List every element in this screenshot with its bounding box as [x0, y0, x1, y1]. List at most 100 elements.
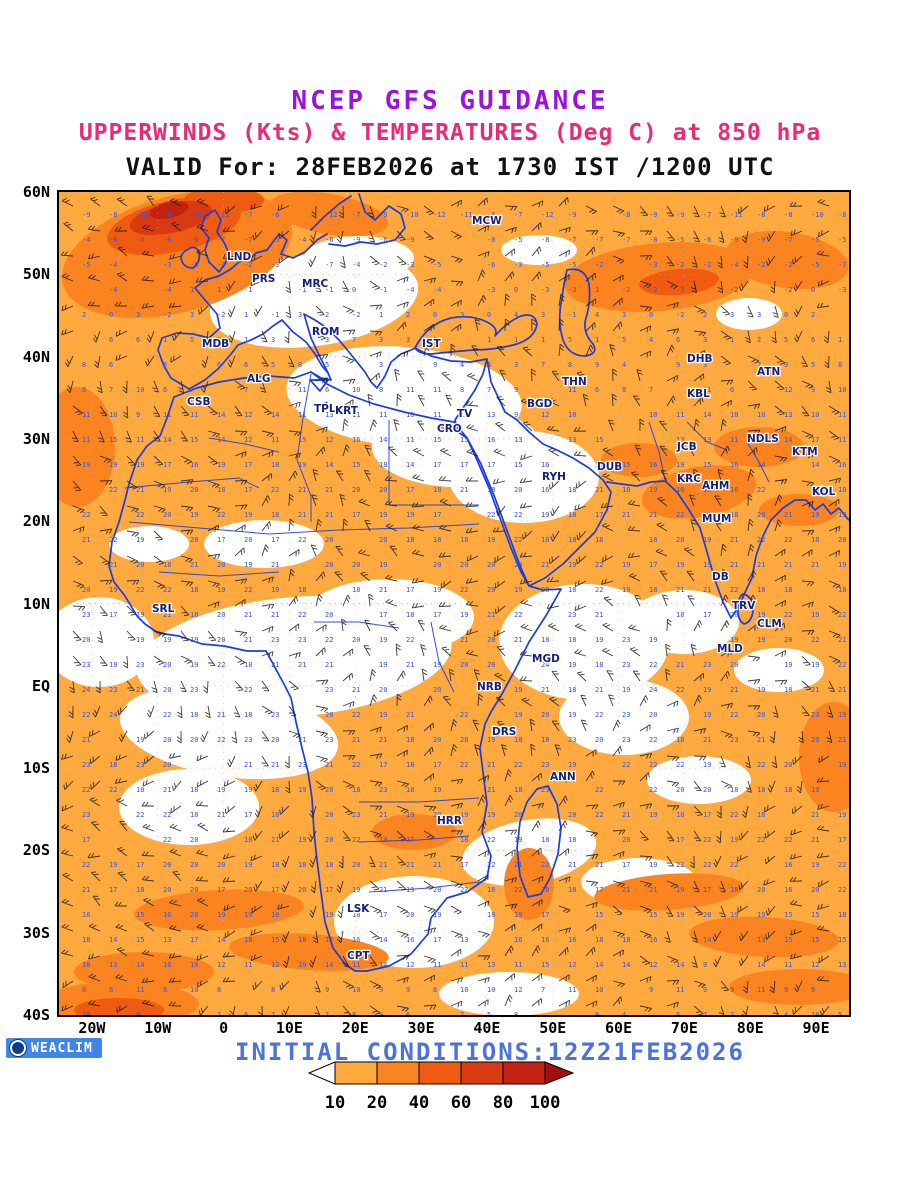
station-label: HRR [437, 815, 462, 827]
svg-text:21: 21 [730, 561, 738, 569]
svg-text:-7: -7 [595, 236, 603, 244]
svg-text:11: 11 [352, 411, 360, 419]
svg-text:13: 13 [838, 961, 846, 969]
svg-text:20: 20 [325, 711, 333, 719]
svg-text:19: 19 [487, 736, 495, 744]
svg-text:12: 12 [406, 961, 414, 969]
station-label: THN [562, 376, 587, 388]
svg-text:21: 21 [244, 636, 252, 644]
svg-text:11: 11 [514, 961, 522, 969]
svg-text:12: 12 [649, 961, 657, 969]
svg-text:9: 9 [379, 986, 383, 994]
svg-text:19: 19 [379, 511, 387, 519]
svg-text:15: 15 [514, 461, 522, 469]
svg-text:3: 3 [298, 311, 302, 319]
svg-text:23: 23 [82, 611, 90, 619]
svg-text:3: 3 [703, 361, 707, 369]
svg-text:21: 21 [136, 486, 144, 494]
svg-text:8: 8 [271, 986, 275, 994]
svg-text:7: 7 [541, 361, 545, 369]
svg-text:18: 18 [460, 536, 468, 544]
svg-text:-4: -4 [109, 286, 117, 294]
svg-text:20: 20 [811, 886, 819, 894]
svg-text:22: 22 [649, 786, 657, 794]
svg-text:18: 18 [433, 536, 441, 544]
svg-text:14: 14 [784, 436, 792, 444]
svg-text:19: 19 [217, 786, 225, 794]
svg-text:3: 3 [379, 336, 383, 344]
svg-text:14: 14 [595, 461, 603, 469]
svg-text:-7: -7 [838, 261, 846, 269]
svg-text:19: 19 [784, 661, 792, 669]
svg-text:-5: -5 [811, 261, 819, 269]
svg-text:18: 18 [190, 786, 198, 794]
svg-text:20: 20 [217, 611, 225, 619]
svg-text:23: 23 [622, 661, 630, 669]
svg-text:17: 17 [676, 836, 684, 844]
svg-text:8: 8 [568, 361, 572, 369]
svg-text:14: 14 [622, 961, 630, 969]
svg-text:21: 21 [244, 611, 252, 619]
station-label: CLM [757, 618, 782, 630]
svg-text:13: 13 [163, 936, 171, 944]
svg-text:9: 9 [649, 986, 653, 994]
svg-text:21: 21 [406, 861, 414, 869]
svg-text:19: 19 [514, 586, 522, 594]
svg-text:18: 18 [244, 936, 252, 944]
svg-text:10: 10 [190, 961, 198, 969]
svg-text:18: 18 [244, 836, 252, 844]
svg-text:19: 19 [703, 761, 711, 769]
svg-text:13: 13 [784, 411, 792, 419]
svg-text:19: 19 [82, 461, 90, 469]
svg-text:7: 7 [190, 386, 194, 394]
svg-text:11: 11 [838, 411, 846, 419]
svg-text:18: 18 [325, 861, 333, 869]
svg-text:18: 18 [190, 586, 198, 594]
svg-text:14: 14 [811, 461, 819, 469]
svg-text:-6: -6 [487, 261, 495, 269]
svg-text:20: 20 [595, 736, 603, 744]
svg-text:18: 18 [595, 661, 603, 669]
svg-text:-9: -9 [82, 211, 90, 219]
svg-text:2: 2 [811, 311, 815, 319]
svg-text:11: 11 [460, 961, 468, 969]
svg-text:13: 13 [568, 436, 576, 444]
svg-text:8: 8 [514, 1011, 518, 1015]
svg-text:3: 3 [757, 311, 761, 319]
svg-text:20: 20 [487, 586, 495, 594]
svg-text:20: 20 [163, 736, 171, 744]
station-label: CSB [187, 396, 210, 408]
svg-text:10: 10 [352, 986, 360, 994]
svg-text:-6: -6 [190, 236, 198, 244]
svg-text:11: 11 [568, 986, 576, 994]
svg-text:22: 22 [514, 511, 522, 519]
svg-text:17: 17 [190, 936, 198, 944]
svg-text:20: 20 [730, 611, 738, 619]
svg-text:22: 22 [217, 661, 225, 669]
svg-text:10: 10 [82, 961, 90, 969]
svg-text:18: 18 [136, 786, 144, 794]
svg-text:14: 14 [271, 411, 279, 419]
svg-text:19: 19 [649, 486, 657, 494]
svg-text:10: 10 [136, 386, 144, 394]
svg-text:23: 23 [325, 686, 333, 694]
svg-text:19: 19 [757, 611, 765, 619]
svg-text:-1: -1 [325, 286, 333, 294]
svg-text:17: 17 [433, 936, 441, 944]
svg-text:21: 21 [379, 886, 387, 894]
map-frame: -9 -8 -11 -8 -10 -11 -7 -6 -12 -7 -9 -10 -12 -11 -8 -7-… [57, 190, 851, 1017]
svg-text:18: 18 [676, 611, 684, 619]
svg-text:8: 8 [82, 386, 86, 394]
svg-text:10: 10 [811, 1011, 819, 1015]
lon-tick-label: 20E [341, 1019, 369, 1037]
svg-text:11: 11 [298, 411, 306, 419]
svg-text:11: 11 [406, 386, 414, 394]
svg-text:6: 6 [109, 336, 113, 344]
svg-text:21: 21 [109, 561, 117, 569]
svg-text:18: 18 [730, 511, 738, 519]
legend-tick-label: 20 [367, 1093, 387, 1113]
station-label: MLD [717, 643, 743, 655]
svg-text:14: 14 [703, 411, 711, 419]
svg-text:20: 20 [541, 711, 549, 719]
map-canvas: -9 -8 -11 -8 -10 -11 -7 -6 -12 -7 -9 -10 -12 -11 -8 -7-… [59, 192, 849, 1015]
